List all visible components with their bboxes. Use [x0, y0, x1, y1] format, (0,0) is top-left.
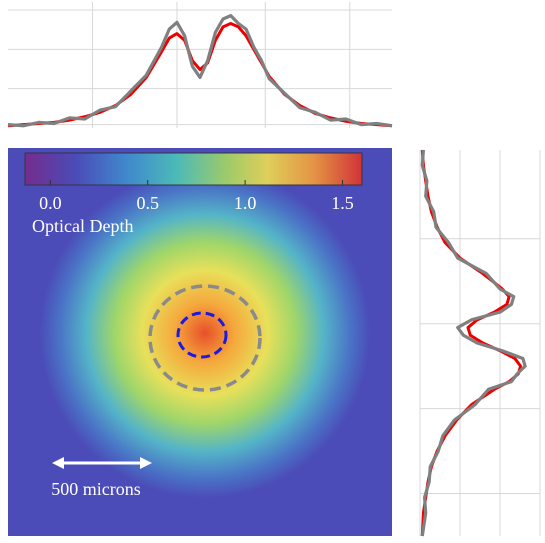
atom-cloud: [35, 165, 375, 501]
profile-line: [7, 14, 393, 128]
colorbar-label: Optical Depth: [32, 216, 133, 236]
colorbar-tick-label: 1.5: [331, 193, 354, 213]
colorbar-tick-label: 1.0: [234, 193, 257, 213]
profile-line: [420, 149, 523, 537]
colorbar-tick-label: 0.5: [136, 193, 159, 213]
colorbar: [24, 152, 363, 186]
arrow-head: [140, 457, 152, 469]
colorbar-tick-label: 0.0: [39, 193, 62, 213]
outer-dashed-ellipse: [148, 284, 262, 392]
arrow-head: [52, 457, 64, 469]
inner-dashed-ellipse: [176, 311, 228, 359]
scale-label: 500 microns: [51, 479, 141, 499]
profile-line: [420, 149, 527, 537]
optical-depth-image: 500 microns Optical Depth 0.0 0.5 1.0 1.5: [8, 148, 392, 536]
